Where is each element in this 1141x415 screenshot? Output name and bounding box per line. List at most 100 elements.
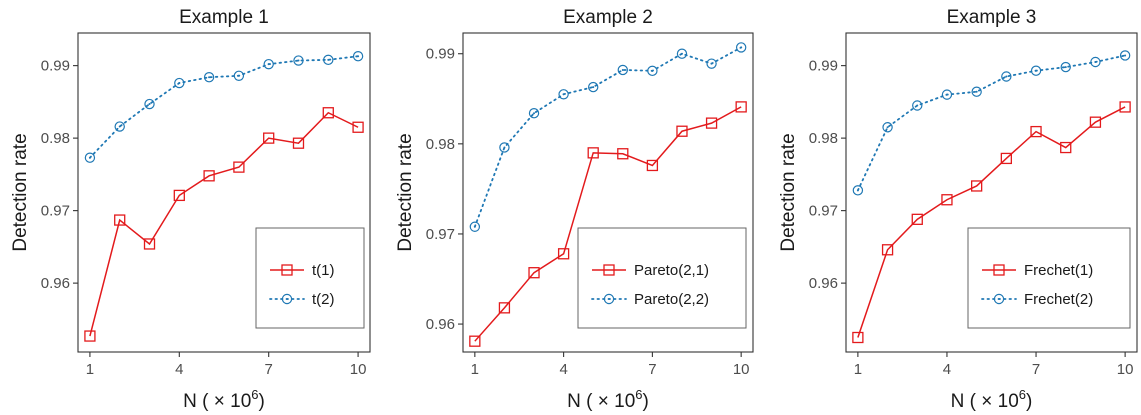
plot-area-border	[462, 32, 754, 353]
data-point	[528, 108, 540, 119]
data-point-ring	[352, 51, 364, 62]
data-point-ring	[588, 81, 599, 93]
x-axis-label-exponent: 6	[635, 387, 642, 402]
data-point-ring	[144, 98, 155, 110]
data-point-ring	[1030, 65, 1042, 76]
y-axis-label: Detection rate	[778, 133, 799, 251]
data-point	[1000, 152, 1012, 165]
legend-key-marker	[993, 264, 1005, 276]
data-point-ring	[233, 70, 245, 81]
x-tick-label: 4	[943, 361, 951, 378]
legend-box	[577, 227, 747, 329]
data-point	[676, 48, 688, 59]
data-point	[84, 152, 96, 163]
data-point-dot	[886, 126, 889, 129]
data-point-dot	[357, 55, 360, 58]
data-point-ring	[323, 54, 334, 66]
series-line	[473, 46, 743, 228]
data-point	[1090, 56, 1101, 68]
x-tick-label: 10	[350, 361, 367, 378]
data-point	[203, 170, 215, 182]
data-point-ring	[174, 77, 185, 89]
data-point-dot	[473, 225, 476, 228]
data-point-dot	[297, 59, 300, 62]
x-tick-label: 1	[86, 361, 94, 378]
data-point	[469, 335, 481, 347]
legend-key-marker	[281, 293, 293, 305]
data-point	[587, 147, 599, 159]
chart-panel-3: Example 3 0.96 0.97 0.98 0.99 1 4 7 10 Detection …	[778, 7, 1138, 412]
data-point-ring	[1060, 61, 1071, 73]
data-point	[1119, 101, 1131, 113]
data-point-ring	[1001, 71, 1012, 82]
y-tick-label: 0.97	[809, 203, 838, 220]
series-line	[474, 106, 742, 342]
data-point-dot	[1124, 54, 1127, 57]
data-point-ring	[499, 142, 510, 153]
data-point-dot	[916, 104, 919, 107]
data-point-dot	[856, 189, 859, 192]
series-1	[852, 101, 1131, 344]
data-point	[499, 142, 510, 153]
legend-key-marker-dot	[998, 298, 1000, 300]
data-point	[352, 121, 364, 133]
legend-key-marker	[603, 293, 615, 305]
data-point	[647, 65, 658, 77]
data-point-dot	[178, 82, 181, 85]
data-point	[84, 330, 96, 342]
y-tick-label: 0.97	[426, 226, 455, 243]
legend-key-marker	[993, 293, 1005, 305]
legend: t(1) t(2)	[255, 227, 365, 329]
data-point-ring	[558, 89, 569, 100]
data-point	[144, 98, 155, 110]
data-point	[882, 122, 893, 133]
x-tick-label: 4	[559, 361, 567, 378]
data-point	[143, 238, 156, 250]
data-point	[1089, 116, 1102, 128]
data-point-dot	[1005, 75, 1008, 78]
data-point	[1060, 61, 1071, 73]
data-point-dot	[1094, 61, 1097, 63]
x-tick-label: 4	[175, 361, 183, 378]
data-point-ring	[1090, 56, 1101, 68]
data-point	[735, 42, 747, 53]
y-tick-label: 0.98	[426, 136, 455, 153]
data-point	[1030, 125, 1042, 138]
data-point-ring	[617, 64, 628, 76]
series-line	[857, 106, 1126, 338]
x-tick-label: 10	[733, 361, 750, 378]
data-point-dot	[651, 69, 654, 72]
x-axis-label-close: )	[259, 391, 265, 412]
y-tick-label: 0.96	[809, 275, 838, 292]
data-point	[1030, 65, 1042, 76]
legend-key-marker	[603, 264, 615, 276]
series-line	[856, 54, 1127, 192]
data-point-dot	[1064, 66, 1067, 69]
series-2	[852, 50, 1131, 196]
series-line	[89, 111, 359, 337]
series-1	[469, 101, 747, 347]
data-point-dot	[237, 74, 240, 77]
legend-key-marker-dot	[286, 298, 288, 300]
x-axis-label-main: N ( × 10	[183, 391, 251, 412]
data-point-ring	[293, 55, 304, 66]
legend-box	[255, 227, 365, 329]
data-point-dot	[975, 90, 978, 93]
plot-area-border	[845, 32, 1138, 353]
y-axis-label: Detection rate	[10, 133, 31, 251]
data-point-dot	[208, 76, 211, 79]
data-point-dot	[327, 58, 330, 61]
x-axis-label-main: N ( × 10	[567, 391, 635, 412]
y-tick-label: 0.98	[41, 130, 70, 147]
data-point	[558, 89, 569, 100]
legend-key-marker-ring	[603, 293, 615, 305]
data-point-ring	[912, 100, 923, 111]
data-point	[676, 125, 688, 137]
data-point-ring	[706, 58, 717, 69]
x-tick-label: 7	[265, 361, 273, 378]
x-tick-label: 7	[1032, 361, 1040, 378]
data-point	[114, 214, 126, 226]
data-point-ring	[735, 42, 747, 53]
data-point	[971, 86, 982, 97]
data-point-ring	[114, 121, 125, 132]
